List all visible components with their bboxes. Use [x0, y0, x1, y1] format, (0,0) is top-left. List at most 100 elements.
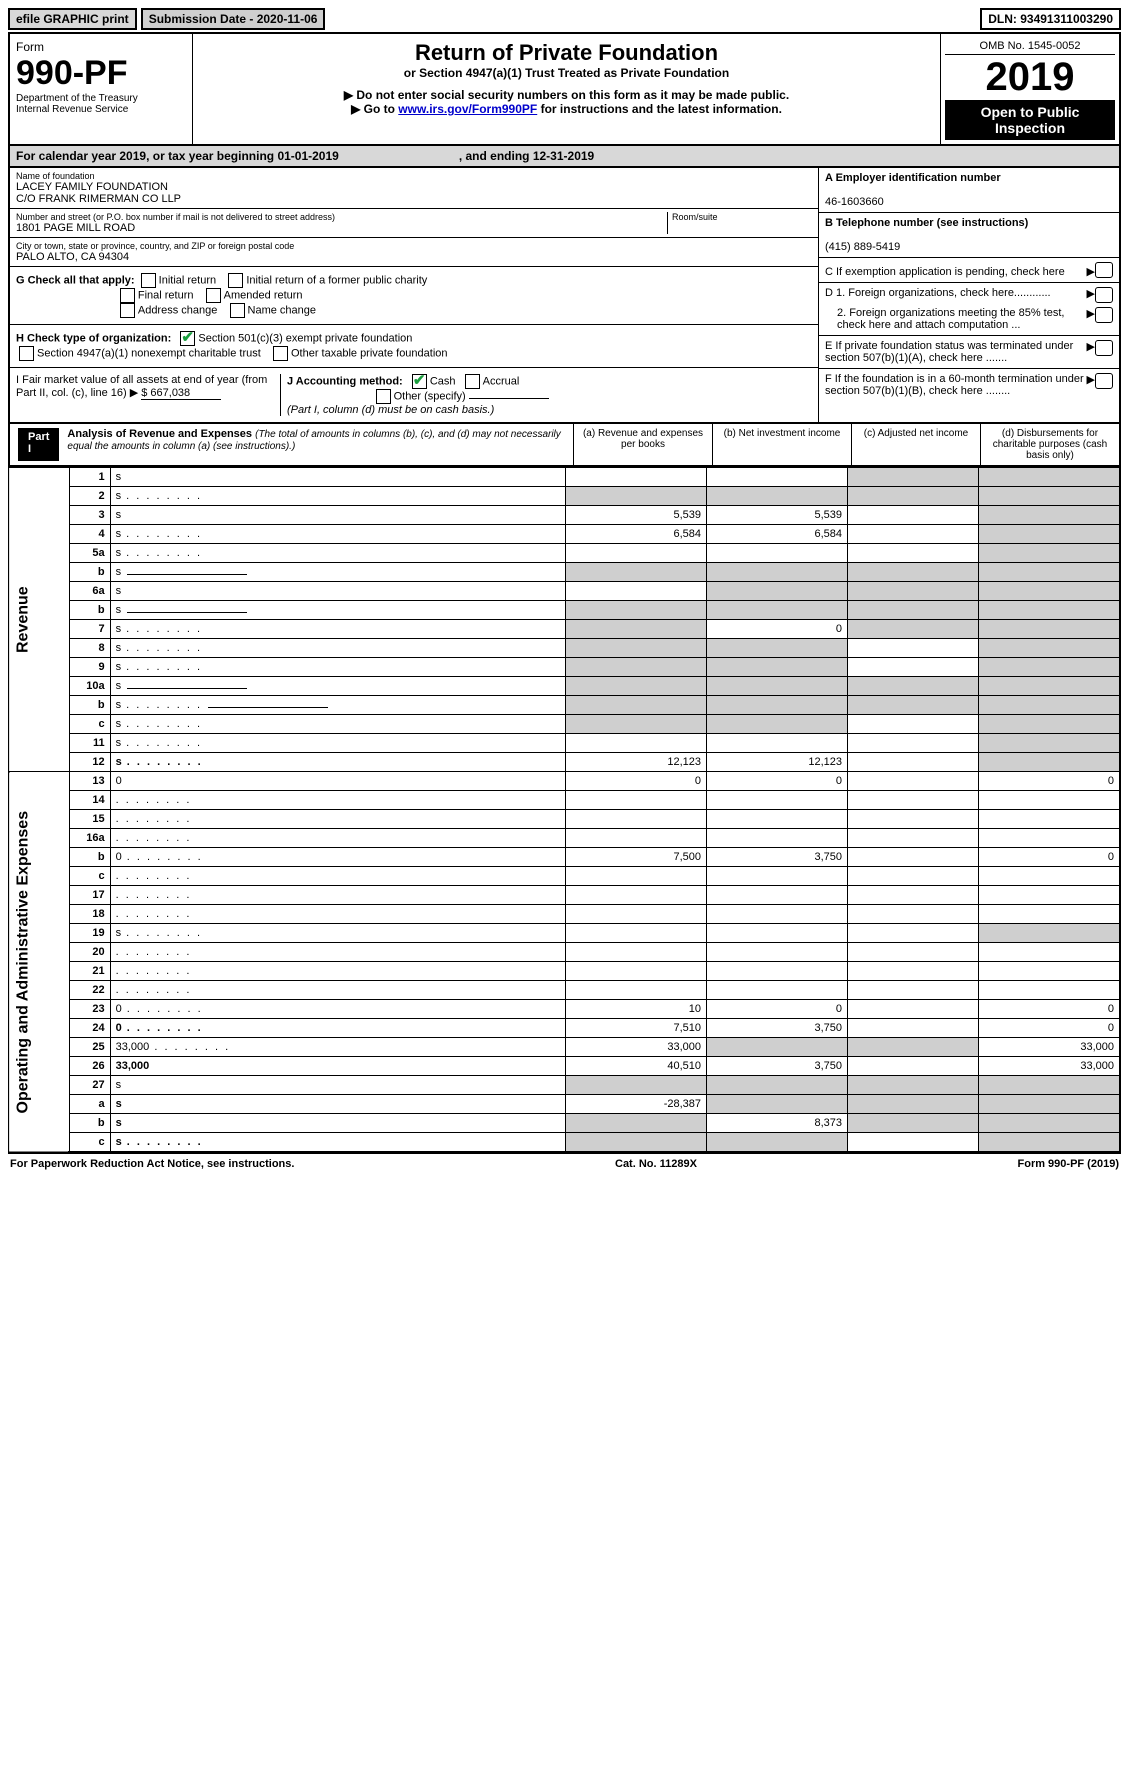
checkbox-amended[interactable]: [206, 288, 221, 303]
other-specify-line: [469, 398, 549, 399]
table-cell: [566, 658, 707, 677]
footer-left: For Paperwork Reduction Act Notice, see …: [10, 1158, 294, 1170]
row-number: 14: [69, 791, 110, 810]
table-cell: [707, 544, 848, 563]
row-description: s: [110, 563, 565, 582]
checkbox-final[interactable]: [120, 288, 135, 303]
table-cell: [707, 886, 848, 905]
table-cell: 5,539: [707, 506, 848, 525]
checkbox-address[interactable]: [120, 303, 135, 318]
checkbox-4947[interactable]: [19, 346, 34, 361]
header-right: OMB No. 1545-0052 2019 Open to Public In…: [941, 34, 1119, 144]
j-note: (Part I, column (d) must be on cash basi…: [287, 404, 494, 416]
table-cell: [566, 1114, 707, 1133]
header-left: Form 990-PF Department of the Treasury I…: [10, 34, 193, 144]
phone-value: (415) 889-5419: [825, 241, 900, 253]
checkbox-namechange[interactable]: [230, 303, 245, 318]
table-cell: [979, 696, 1121, 715]
form-subtitle: or Section 4947(a)(1) Trust Treated as P…: [203, 66, 930, 80]
row-number: c: [69, 867, 110, 886]
row-number: 4: [69, 525, 110, 544]
part1-header-bar: Part I Analysis of Revenue and Expenses …: [8, 424, 1121, 467]
table-cell: 33,000: [566, 1038, 707, 1057]
table-cell: [979, 943, 1121, 962]
row-number: 9: [69, 658, 110, 677]
table-cell: [707, 905, 848, 924]
row-description: s: [110, 639, 565, 658]
table-row: 12s12,12312,123: [9, 753, 1120, 772]
table-cell: [848, 563, 979, 582]
foundation-name-1: LACEY FAMILY FOUNDATION: [16, 181, 812, 193]
checkbox-d1[interactable]: [1095, 287, 1113, 303]
side-label-expenses: Operating and Administrative Expenses: [9, 772, 69, 1153]
table-cell: [707, 791, 848, 810]
table-row: bs: [9, 563, 1120, 582]
table-cell: 0: [566, 772, 707, 791]
row-number: 11: [69, 734, 110, 753]
table-row: 19s: [9, 924, 1120, 943]
table-row: 27s: [9, 1076, 1120, 1095]
opt-501c3: Section 501(c)(3) exempt private foundat…: [198, 332, 412, 344]
table-row: b07,5003,7500: [9, 848, 1120, 867]
row-description: s: [110, 1095, 565, 1114]
table-cell: [848, 810, 979, 829]
table-cell: [848, 962, 979, 981]
row-number: 15: [69, 810, 110, 829]
table-cell: [566, 962, 707, 981]
row-description: s: [110, 924, 565, 943]
checkbox-c[interactable]: [1095, 262, 1113, 278]
table-cell: [848, 658, 979, 677]
checkbox-e[interactable]: [1095, 340, 1113, 356]
checkbox-f[interactable]: [1095, 373, 1113, 389]
table-cell: [566, 696, 707, 715]
note-link-row: Go to www.irs.gov/Form990PF for instruct…: [203, 102, 930, 116]
table-cell: [707, 639, 848, 658]
table-cell: [707, 924, 848, 943]
table-cell: [979, 962, 1121, 981]
table-cell: [979, 791, 1121, 810]
row-number: 3: [69, 506, 110, 525]
ein-value: 46-1603660: [825, 196, 884, 208]
checkbox-other-pf[interactable]: [273, 346, 288, 361]
table-cell: [848, 696, 979, 715]
ein-label: A Employer identification number: [825, 172, 1001, 184]
table-cell: 0: [979, 1019, 1121, 1038]
checkbox-initial-former[interactable]: [228, 273, 243, 288]
table-cell: [848, 886, 979, 905]
room-label: Room/suite: [672, 212, 812, 222]
opt-other-pf: Other taxable private foundation: [291, 347, 448, 359]
table-cell: [979, 867, 1121, 886]
g-label: G Check all that apply:: [16, 274, 135, 286]
checkbox-cash[interactable]: [412, 374, 427, 389]
opt-final: Final return: [138, 289, 194, 301]
col-c-header: (c) Adjusted net income: [851, 424, 980, 465]
row-number: c: [69, 1133, 110, 1153]
table-cell: [707, 810, 848, 829]
table-cell: [707, 601, 848, 620]
row-number: 10a: [69, 677, 110, 696]
h-check-row: H Check type of organization: Section 50…: [10, 325, 818, 368]
checkbox-other-method[interactable]: [376, 389, 391, 404]
table-row: 18: [9, 905, 1120, 924]
table-row: 9s: [9, 658, 1120, 677]
table-row: 14: [9, 791, 1120, 810]
checkbox-initial[interactable]: [141, 273, 156, 288]
row-description: 33,000: [110, 1038, 565, 1057]
part1-badge: Part I: [18, 428, 59, 461]
row-description: [110, 791, 565, 810]
row-description: s: [110, 582, 565, 601]
checkbox-d2[interactable]: [1095, 307, 1113, 323]
row-description: s: [110, 487, 565, 506]
opt-4947: Section 4947(a)(1) nonexempt charitable …: [37, 347, 261, 359]
checkbox-501c3[interactable]: [180, 331, 195, 346]
row-description: [110, 867, 565, 886]
name-label: Name of foundation: [16, 171, 812, 181]
table-row: as-28,387: [9, 1095, 1120, 1114]
table-cell: [979, 468, 1121, 487]
analysis-table: Revenue1s2s3s5,5395,5394s6,5846,5845asbs…: [8, 467, 1121, 1153]
checkbox-accrual[interactable]: [465, 374, 480, 389]
entity-left: Name of foundation LACEY FAMILY FOUNDATI…: [10, 168, 819, 422]
form-link[interactable]: www.irs.gov/Form990PF: [398, 102, 537, 116]
row-number: 26: [69, 1057, 110, 1076]
table-cell: [707, 867, 848, 886]
